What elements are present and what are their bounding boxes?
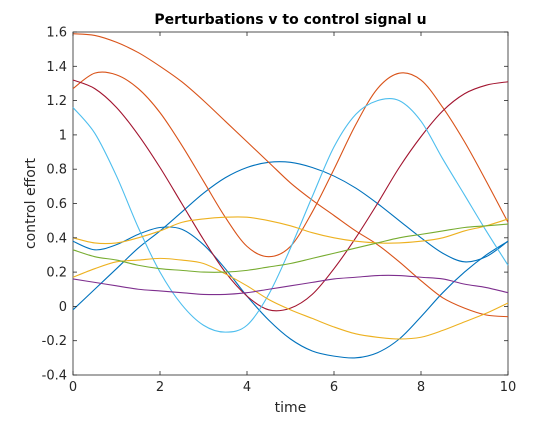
y-tick-label: 0.6 bbox=[46, 197, 67, 212]
y-tick-label: 0 bbox=[59, 300, 67, 315]
y-tick-label: 0.2 bbox=[46, 266, 67, 281]
y-tick-label: 0.4 bbox=[46, 231, 67, 246]
x-tick-label: 0 bbox=[69, 380, 77, 395]
y-tick-label: -0.4 bbox=[42, 369, 67, 384]
x-tick-label: 8 bbox=[417, 380, 425, 395]
y-tick-label: 1.6 bbox=[46, 26, 67, 41]
y-tick-label: 0.8 bbox=[46, 163, 67, 178]
y-tick-label: 1.4 bbox=[46, 60, 67, 75]
plot-area bbox=[73, 32, 508, 375]
x-axis-label: time bbox=[275, 400, 307, 416]
x-tick-label: 2 bbox=[156, 380, 164, 395]
y-axis-label: control effort bbox=[23, 157, 39, 249]
y-tick-label: 1 bbox=[59, 128, 67, 143]
y-tick-label: -0.2 bbox=[42, 334, 67, 349]
x-tick-label: 4 bbox=[243, 380, 251, 395]
chart-title: Perturbations v to control signal u bbox=[154, 12, 426, 28]
x-tick-label: 6 bbox=[330, 380, 338, 395]
x-tick-label: 10 bbox=[500, 380, 517, 395]
y-tick-label: 1.2 bbox=[46, 94, 67, 109]
